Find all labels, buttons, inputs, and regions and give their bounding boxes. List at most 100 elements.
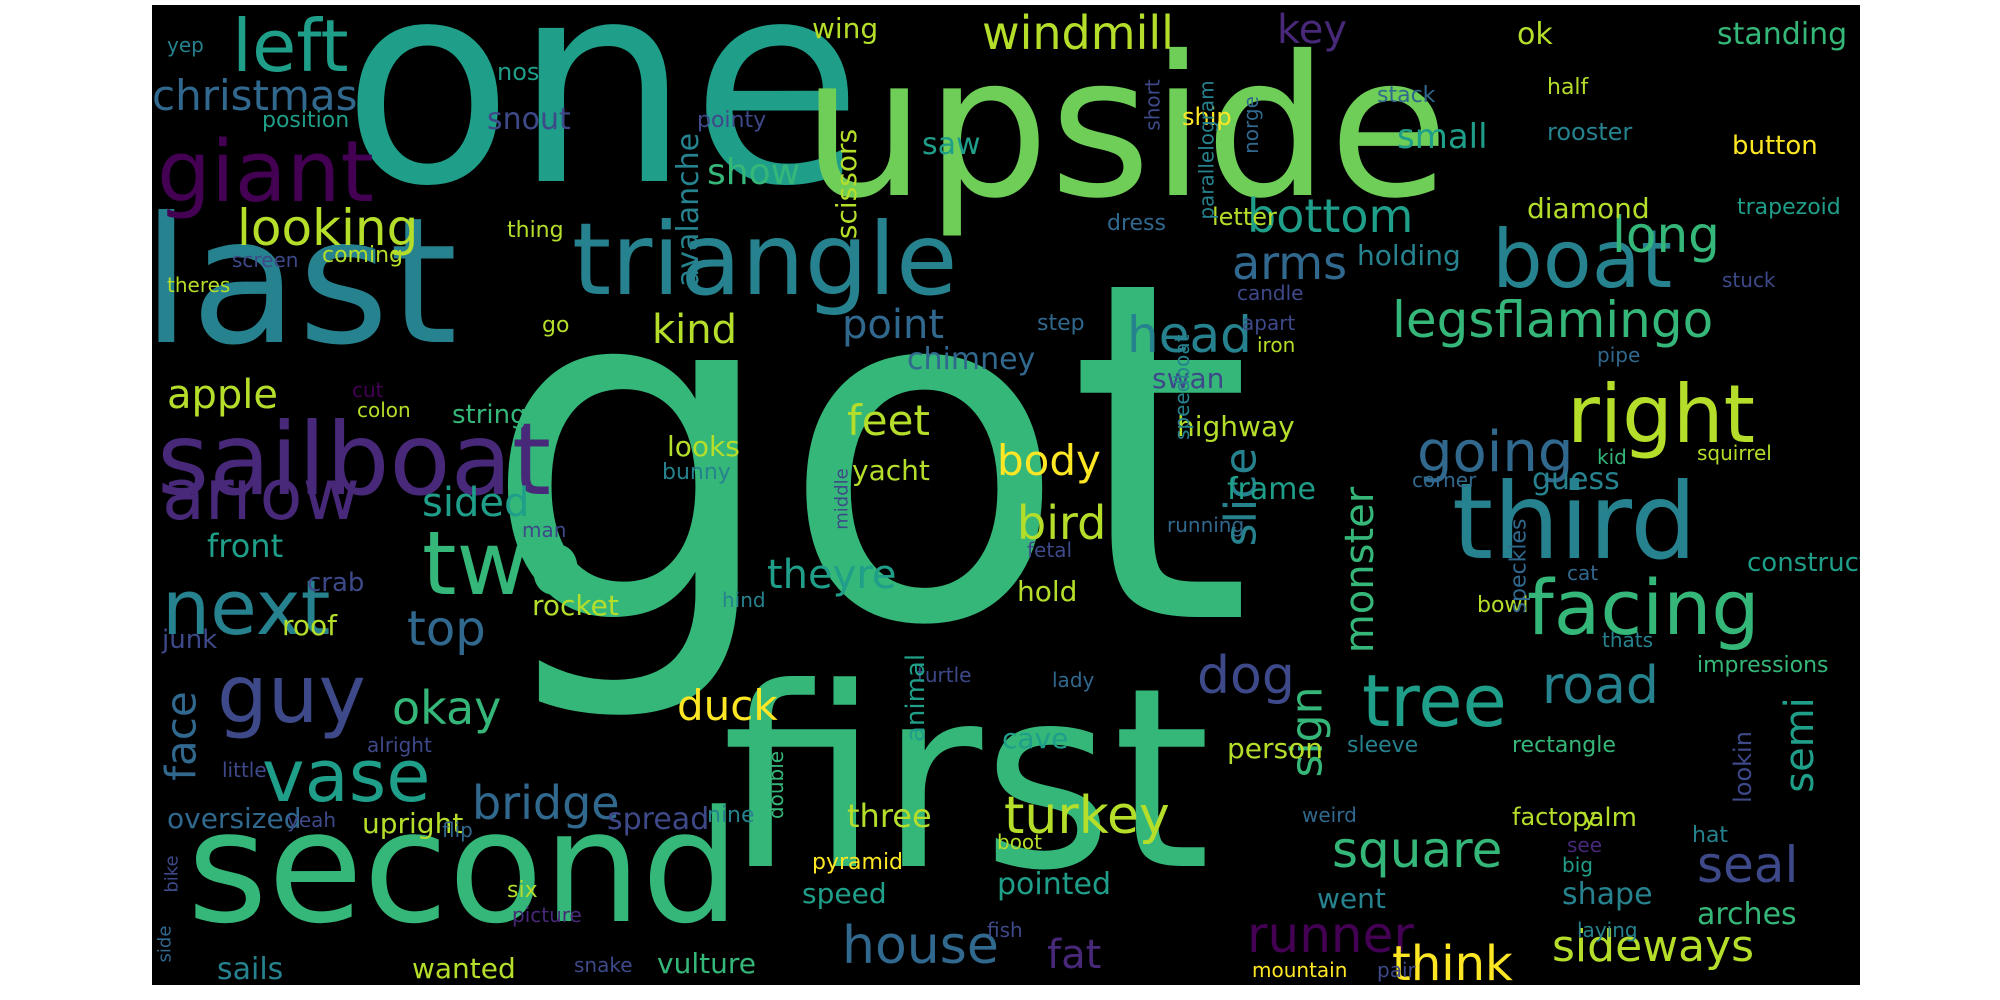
word-facing: facing [1527, 563, 1760, 652]
word-flip: weird [1302, 803, 1357, 827]
word-pointy: saw [922, 127, 981, 162]
word-long: long [1612, 206, 1720, 264]
word-construction: hind [722, 588, 766, 612]
word-sleeve: person [1227, 732, 1323, 765]
word-thing: go [542, 313, 570, 338]
word-bowl: turtle [917, 663, 972, 687]
word-cat: monster [1337, 486, 1384, 654]
word-see: hat [1692, 823, 1729, 848]
word-key: wing [812, 12, 879, 45]
word-boat: boat [1492, 213, 1673, 306]
word-parallelogram: speedboat [1170, 334, 1194, 440]
word-step: string [452, 400, 527, 430]
word-bunny: corner [1412, 468, 1477, 492]
word-house: house [842, 916, 999, 976]
word-right: right [1567, 368, 1755, 461]
word-legsflamingo: legsflamingo [1392, 291, 1714, 349]
word-corner: theyre [767, 552, 897, 598]
word-pipe: colon [357, 398, 411, 422]
word-okay: bird [1017, 496, 1107, 550]
word-face: nose [497, 58, 555, 86]
word-first: first [722, 634, 1211, 925]
word-sideways: sideways [1552, 921, 1755, 972]
word-candle: cut [352, 378, 384, 402]
word-one: one [342, 5, 864, 248]
word-cut: feet [847, 396, 930, 445]
word-swan: yacht [852, 454, 930, 487]
word-iron: looks [667, 430, 740, 463]
word-show: dress [1107, 211, 1166, 236]
word-highway: squirrel [1697, 441, 1772, 465]
word-crab: hold [1017, 575, 1078, 608]
word-left: left [232, 5, 349, 88]
word-ok: show [707, 152, 801, 193]
word-front: cat [1567, 561, 1599, 585]
word-bridge: okay [392, 681, 502, 735]
word-double: short [1140, 79, 1165, 131]
word-think: think [1392, 936, 1513, 985]
word-wanted: fish [987, 918, 1023, 942]
word-man: construction [1747, 548, 1860, 578]
word-alright: rectangle [1512, 733, 1616, 758]
word-laying: arches [1697, 897, 1797, 932]
word-ship: letter [1212, 203, 1277, 231]
word-half: thing [507, 218, 564, 243]
word-looks: sided [422, 480, 530, 526]
word-dress: kind [652, 307, 738, 353]
word-feet: face [156, 691, 206, 781]
word-small: screen [232, 248, 299, 272]
word-fat: yep [167, 33, 204, 57]
word-shape: speed [802, 877, 887, 910]
word-trapezoid: stuck [1722, 268, 1776, 292]
word-lookin: man [522, 518, 567, 542]
word-hat: factory [1512, 803, 1597, 831]
word-two: two [422, 512, 583, 615]
word-person: cave [1002, 722, 1069, 755]
word-theres: us [401, 293, 426, 317]
word-sided: standing [1717, 17, 1848, 52]
word-going: top [407, 601, 486, 657]
word-top: square [1332, 821, 1503, 879]
word-looking: looking [237, 199, 419, 257]
word-bike: palm [1572, 803, 1637, 833]
word-bottom: bottom [1247, 189, 1414, 243]
word-fetal: crab [307, 568, 365, 598]
word-kid: frame [1227, 472, 1316, 507]
word-little: animal [901, 653, 932, 743]
word-picture: pointed [997, 867, 1112, 902]
word-got: got [482, 181, 1253, 728]
word-road: road [1542, 656, 1659, 716]
word-lady: duck [677, 681, 778, 730]
word-stuck: chimney [907, 342, 1036, 377]
word-nine: yeah [287, 808, 337, 832]
word-letter: point [842, 302, 945, 348]
word-dog: dog [1197, 646, 1295, 706]
word-slice: pointy [697, 108, 767, 133]
word-tree: tree [1362, 659, 1507, 743]
word-monster: stack [1377, 83, 1436, 108]
word-guy: guy [217, 648, 366, 741]
word-avalanche: position [262, 108, 350, 133]
word-animal: parallelogram [1194, 80, 1219, 220]
word-duck: apple [167, 372, 279, 418]
word-diamond: candle [1237, 281, 1304, 305]
word-speckles: norge [1238, 96, 1263, 154]
word-standing: scissors [830, 128, 864, 240]
word-middle: mountain [1252, 958, 1348, 982]
word-seal: seal [1697, 836, 1799, 894]
word-frame: speckles [1506, 518, 1532, 614]
word-cave: little [222, 758, 267, 782]
word-spread: oversized [167, 802, 302, 835]
word-last: last [152, 181, 458, 384]
word-string: bunny [662, 460, 731, 485]
word-junk: roof [282, 609, 338, 642]
word-kind: key [1277, 7, 1348, 53]
word-oversized: alright [367, 733, 432, 757]
word-go: iron [1257, 333, 1296, 357]
word-arches: went [1317, 882, 1386, 915]
word-mountain: wanted [412, 952, 516, 985]
word-factory: nine [707, 803, 755, 828]
word-nose: rooster [1547, 118, 1633, 146]
word-sign: snout [487, 102, 571, 137]
word-next: next [162, 563, 331, 652]
